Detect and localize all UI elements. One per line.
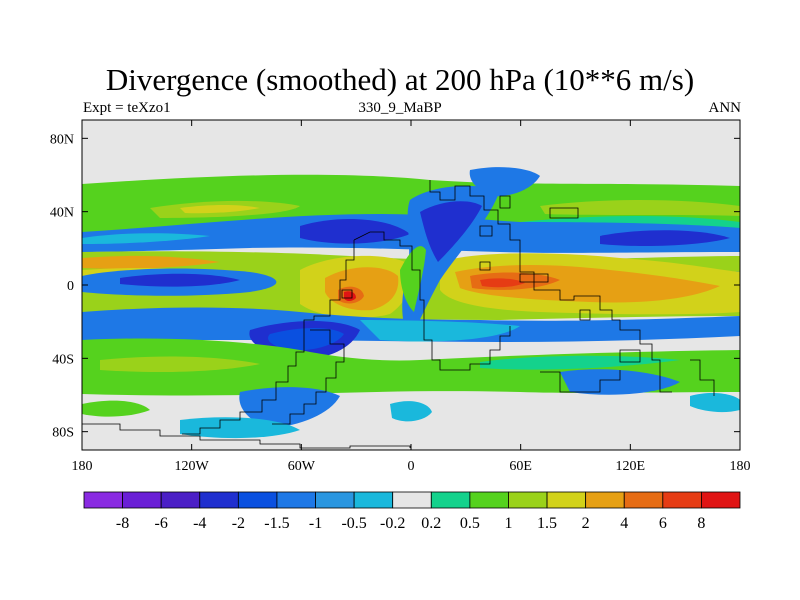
- colorbar-swatch: [546, 491, 587, 509]
- field-positive-africa-peak: [480, 278, 525, 288]
- colorbar-label: -8: [116, 515, 129, 532]
- colorbar-label: 6: [659, 515, 667, 532]
- colorbar-swatch: [585, 491, 625, 509]
- colorbar-swatch: [237, 491, 278, 509]
- x-tick-label: 60W: [288, 459, 316, 474]
- colorbar-swatch: [199, 491, 239, 509]
- field-light-blue-south: [360, 320, 520, 342]
- field-yellow-north: [180, 205, 260, 214]
- x-tick-label: 180: [730, 459, 751, 474]
- chart-title: Divergence (smoothed) at 200 hPa (10**6 …: [105, 62, 695, 97]
- colorbar-swatch: [160, 491, 201, 509]
- colorbar-label: 1: [504, 515, 512, 532]
- field-negative-core-ne: [600, 230, 730, 246]
- colorbar-swatch: [508, 491, 548, 509]
- colorbar-label: -1: [309, 515, 322, 532]
- field-negative-northern-lobe: [469, 167, 540, 197]
- field-yellowgreen-ne: [540, 200, 740, 216]
- field-positive-south-america-peak: [344, 291, 356, 301]
- colorbar-label: -0.2: [380, 515, 405, 532]
- colorbar-label: -2: [232, 515, 245, 532]
- colorbar-label: 4: [620, 515, 628, 532]
- colorbar-swatch: [315, 491, 355, 509]
- colorbar-swatch: [623, 491, 664, 509]
- colorbar-swatch: [662, 491, 702, 509]
- case-label: 330_9_MaBP: [358, 100, 442, 116]
- y-tick-label: 0: [67, 279, 74, 294]
- x-tick-label: 120E: [616, 459, 646, 474]
- colorbar-swatch: [701, 491, 741, 509]
- field-negative-south-high: [239, 387, 340, 428]
- y-tick-label: 80N: [50, 132, 74, 147]
- colorbar-label: 2: [582, 515, 590, 532]
- field-light-blue-south-pole: [390, 401, 432, 422]
- colorbar-label: 0.2: [421, 515, 441, 532]
- y-tick-label: 40N: [50, 206, 74, 221]
- colorbar-label: 0.5: [460, 515, 480, 532]
- field-light-blue-south-high: [180, 417, 300, 439]
- field-negative-south-high-east: [560, 369, 680, 395]
- x-tick-label: 0: [408, 459, 415, 474]
- colorbar: -8 -6 -4 -2 -1.5 -1 -0.5 -0.2 0.2 0.5 1 1.5 2 4 6 8: [83, 491, 741, 532]
- field-positive-south-yellow: [100, 356, 260, 372]
- colorbar-label: 8: [697, 515, 705, 532]
- colorbar-label: -1.5: [264, 515, 289, 532]
- colorbar-swatch: [469, 491, 509, 509]
- season-label: ANN: [708, 100, 742, 116]
- x-axis: 180 120W 60W 0 60E 120E 180: [72, 120, 751, 474]
- field-light-blue-nw: [82, 233, 210, 244]
- map-field: [82, 120, 740, 450]
- experiment-label: Expt = teXzo1: [83, 100, 171, 116]
- colorbar-label: -6: [155, 515, 168, 532]
- colorbar-swatch: [122, 491, 162, 509]
- field-light-blue-south-east: [690, 393, 740, 413]
- colorbar-swatch: [276, 491, 316, 509]
- field-positive-atlantic-tongue: [400, 246, 426, 312]
- x-tick-label: 60E: [509, 459, 532, 474]
- field-negative-atlantic-core: [420, 201, 482, 262]
- x-tick-label: 120W: [175, 459, 210, 474]
- colorbar-swatch: [392, 491, 432, 509]
- field-equatorial-orange-west: [82, 255, 220, 269]
- colorbar-swatch: [430, 491, 471, 509]
- colorbar-label: -0.5: [341, 515, 366, 532]
- field-negative-pacific-core: [120, 273, 240, 287]
- y-axis: 80N 40N 0 40S 80S: [50, 132, 740, 441]
- colorbar-label: -4: [193, 515, 206, 532]
- y-tick-label: 40S: [52, 352, 74, 367]
- coastlines: [82, 180, 715, 449]
- field-green-south-pole: [82, 400, 150, 417]
- field-negative-core-north: [300, 219, 410, 244]
- y-tick-label: 80S: [52, 426, 74, 441]
- colorbar-swatch: [83, 491, 123, 509]
- colorbar-label: 1.5: [537, 515, 557, 532]
- field-teal-south: [480, 355, 680, 370]
- colorbar-swatch: [353, 491, 394, 509]
- field-negative-south-deep: [268, 328, 344, 351]
- x-tick-label: 180: [72, 459, 93, 474]
